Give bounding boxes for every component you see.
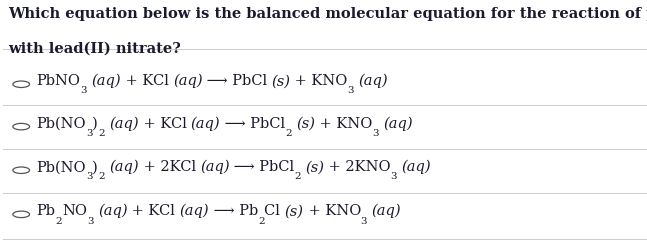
Text: Cl: Cl [265,204,285,218]
Text: 2: 2 [294,172,301,181]
Text: (s): (s) [285,204,304,218]
Text: + KNO: + KNO [303,204,361,218]
Text: + KCl: + KCl [121,74,173,88]
Text: ): ) [93,160,98,173]
Text: 3: 3 [347,86,354,95]
Text: with lead(II) nitrate?: with lead(II) nitrate? [8,42,181,56]
Text: (s): (s) [305,160,324,173]
Text: + KNO: + KNO [291,74,348,88]
Text: + 2KNO: + 2KNO [324,160,391,173]
Text: ⟶ Pb: ⟶ Pb [209,204,258,218]
Text: ⟶ PbCl: ⟶ PbCl [220,116,285,130]
Text: Pb(NO: Pb(NO [37,160,86,173]
Text: NO: NO [62,204,87,218]
Text: (aq): (aq) [91,74,121,88]
Text: ⟶ PbCl: ⟶ PbCl [230,160,294,173]
Text: + 2KCl: + 2KCl [138,160,201,173]
Text: ⟶ PbCl: ⟶ PbCl [203,74,272,88]
Text: 2: 2 [258,216,265,225]
Text: (aq): (aq) [371,203,401,218]
Text: 3: 3 [360,216,367,225]
Text: + KNO: + KNO [315,116,372,130]
Text: 2: 2 [285,128,292,137]
Text: (aq): (aq) [173,74,203,88]
Text: PbNO: PbNO [37,74,81,88]
Text: 3: 3 [390,172,397,181]
Text: (aq): (aq) [191,116,221,130]
Text: + KCl: + KCl [138,116,191,130]
Text: (s): (s) [272,74,291,88]
Text: ): ) [93,116,98,130]
Text: 3: 3 [86,172,93,181]
Text: 3: 3 [372,128,378,137]
Text: (aq): (aq) [98,203,127,218]
Text: 2: 2 [98,172,105,181]
Text: (aq): (aq) [383,116,413,130]
Text: (s): (s) [296,116,315,130]
Text: 3: 3 [87,216,93,225]
Text: (aq): (aq) [401,159,431,174]
Text: Which equation below is the balanced molecular equation for the reaction of pota: Which equation below is the balanced mol… [8,7,647,21]
Text: 2: 2 [98,128,105,137]
Text: (aq): (aq) [179,203,209,218]
Text: (aq): (aq) [109,159,139,174]
Text: 3: 3 [80,86,87,95]
Text: Pb(NO: Pb(NO [37,116,86,130]
Text: 3: 3 [86,128,93,137]
Text: + KCl: + KCl [127,204,180,218]
Text: (aq): (aq) [200,159,230,174]
Text: Pb: Pb [37,204,56,218]
Text: 2: 2 [56,216,62,225]
Text: (aq): (aq) [358,74,388,88]
Text: (aq): (aq) [109,116,139,130]
